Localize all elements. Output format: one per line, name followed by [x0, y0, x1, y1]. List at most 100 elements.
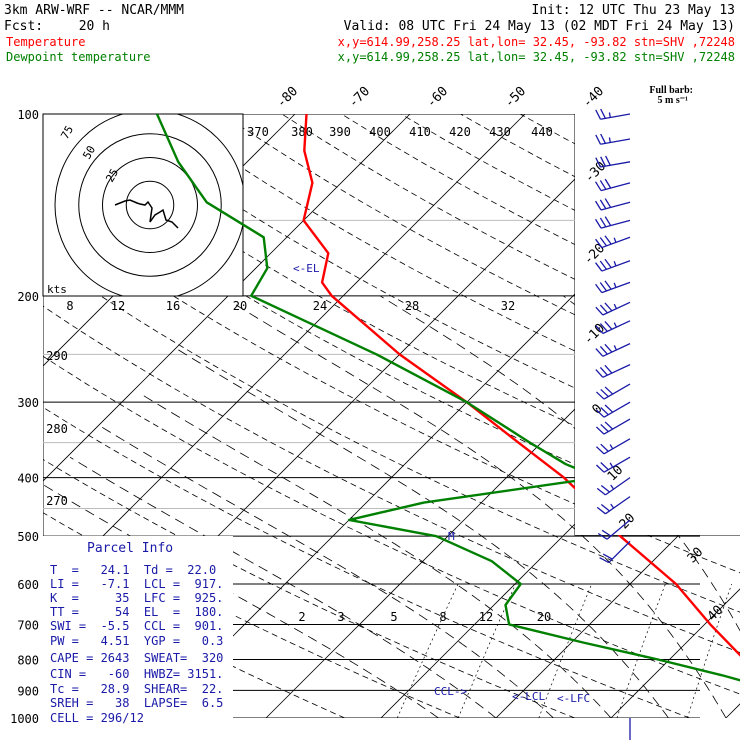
isotherm-label-top: -60 — [424, 84, 451, 111]
wind-barb-flag — [600, 423, 609, 433]
hodograph-kts-label: kts — [47, 283, 67, 296]
wind-barb — [595, 456, 631, 473]
dry-adiabat-line — [162, 114, 740, 718]
wind-barb-half-flag — [608, 137, 611, 143]
isotherm-label-top: -50 — [502, 84, 529, 111]
pressure-tick-label: 400 — [17, 472, 39, 486]
theta-label: 440 — [531, 125, 553, 139]
wind-barb-flag — [595, 134, 602, 145]
wind-barb-flag — [595, 109, 602, 120]
scale-label: 24 — [313, 299, 327, 313]
sounding-traces — [155, 114, 740, 718]
isotherm-line — [610, 114, 740, 718]
parcel-row: TT = 54 EL = 180. — [50, 605, 223, 619]
annotations: <-EL M CCL-> <-LCL <-LFC — [293, 262, 590, 705]
wind-barb-flag — [595, 262, 603, 272]
isotherm-label-right: -20 — [581, 241, 608, 268]
moist-adiabat-line — [379, 295, 740, 718]
wind-barb-flag — [604, 216, 612, 226]
isotherm-line — [43, 114, 411, 718]
wind-barb-flag — [600, 443, 609, 452]
parcel-row: CIN = -60 HWBZ= 3151. — [50, 667, 223, 681]
wind-barb-flag — [595, 306, 604, 316]
wind-barb-half-flag — [609, 444, 614, 450]
wind-barb-flag — [599, 557, 610, 564]
scale-label: 28 — [405, 299, 419, 313]
wind-barb-flag — [604, 178, 612, 189]
wind-barb-flag — [596, 506, 606, 515]
wind-barb-flag — [599, 199, 607, 210]
wind-barb-flag — [595, 325, 604, 334]
parcel-row: K = 35 LFC = 925. — [50, 591, 223, 605]
hodograph-ring — [54, 114, 243, 296]
hodograph-ring-label: 50 — [80, 144, 98, 162]
pressure-tick-label: 100 — [17, 108, 39, 122]
m-marker: M — [448, 530, 455, 543]
theta-label-lower: 270 — [46, 494, 68, 508]
legend-dewpoint-label: Dewpoint temperature — [6, 50, 151, 64]
hodograph-ring — [102, 157, 198, 253]
wind-barb — [595, 438, 631, 455]
wind-barb-staff — [602, 320, 631, 335]
parcel-info-box: Parcel Info T = 24.1 Td = 22.0 LI = -7.1… — [43, 536, 233, 725]
wind-barb-flag — [594, 181, 602, 191]
wind-barb-flag — [599, 323, 608, 332]
parcel-row: LI = -7.1 LCL = 917. — [50, 577, 223, 591]
wind-barb-half-flag — [608, 112, 611, 118]
mixing-ratio-label: 8 — [439, 610, 446, 624]
moist-adiabat-line — [43, 483, 439, 718]
wind-barb-flag — [595, 409, 605, 418]
legend-temperature-label: Temperature — [6, 35, 85, 49]
wind-barb-flag — [594, 218, 602, 229]
hodograph-ring — [78, 133, 222, 277]
mixing-ratio-label: 2 — [298, 610, 305, 624]
wind-barb-flag — [604, 258, 612, 269]
theta-label: 430 — [489, 125, 511, 139]
dry-adiabat-line — [43, 114, 740, 718]
theta-label-lower: 290 — [46, 349, 68, 363]
wind-barb-flag — [601, 529, 612, 537]
wind-barb-flag — [600, 108, 606, 119]
scale-label: 16 — [166, 299, 180, 313]
wind-barb — [594, 198, 631, 211]
wind-barb-half-flag — [610, 503, 615, 509]
parcel-row: PW = 4.51 YGP = 0.3 — [50, 634, 223, 648]
wind-barb-half-flag — [610, 484, 615, 490]
mixing-ratio-line — [616, 583, 666, 718]
wind-barb — [595, 320, 631, 335]
wind-barb-flag — [599, 217, 607, 228]
dry-adiabat-line — [43, 114, 345, 718]
moist-adiabat-line — [69, 456, 497, 718]
parcel-row: SWI = -5.5 CCL = 901. — [50, 619, 223, 633]
model-title: 3km ARW-WRF -- NCAR/MMM — [4, 3, 184, 18]
wind-barb — [594, 216, 631, 229]
isotherm-label-right: -10 — [581, 321, 608, 348]
wind-barb — [595, 301, 631, 316]
moist-adiabat-line — [176, 348, 669, 718]
dry-adiabat-line — [43, 114, 740, 718]
wind-barb — [596, 477, 631, 496]
wind-barb — [597, 519, 631, 540]
wind-barbs — [594, 108, 631, 740]
pressure-tick-label: 300 — [17, 396, 39, 410]
wind-barb-flag — [595, 369, 604, 378]
wind-barb-flag — [604, 364, 613, 374]
wind-barb — [599, 540, 631, 564]
wind-barb — [595, 133, 631, 145]
lfc-marker: <-LFC — [557, 692, 590, 705]
wind-barb-flag — [599, 237, 608, 247]
wind-barb-flag — [595, 157, 602, 168]
parcel-row: CELL = 296/12 — [50, 711, 144, 725]
mixing-ratio-line — [396, 583, 459, 718]
wind-barb-flag — [594, 200, 602, 211]
theta-label: 420 — [449, 125, 471, 139]
wind-barb-flag — [599, 282, 608, 292]
wind-barb-half-flag — [613, 322, 617, 328]
pressure-tick-label: 200 — [17, 290, 39, 304]
dry-adiabat-line — [43, 114, 740, 718]
scale-label: 32 — [501, 299, 515, 313]
wind-barb-flag — [600, 388, 609, 398]
mixing-ratio-label: 5 — [390, 610, 397, 624]
